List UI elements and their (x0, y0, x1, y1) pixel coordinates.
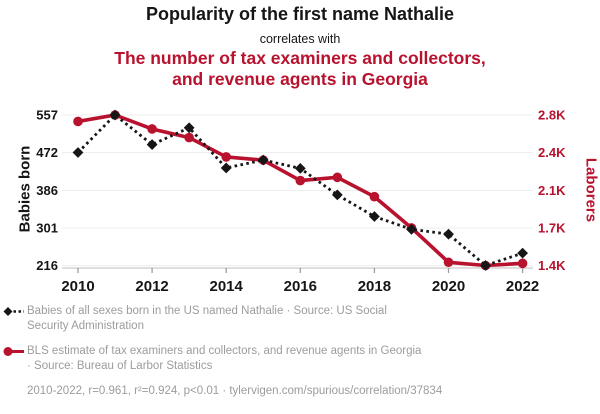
data-point-nathalie (406, 223, 417, 235)
legend-item-nathalie: Babies of all sexes born in the US named… (3, 304, 581, 333)
data-point-nathalie (109, 109, 121, 121)
right-axis-tick-label: 2.1K (538, 183, 566, 198)
left-axis-tick-label: 216 (36, 258, 58, 273)
data-point-laborers (184, 132, 194, 143)
data-point-nathalie (72, 147, 84, 158)
right-axis-title: Laborers (582, 157, 600, 223)
data-point-laborers (295, 175, 306, 186)
black-diamond-dashed-icon (3, 307, 24, 316)
legend-label: Babies of all sexes born in the US named… (27, 304, 387, 333)
left-axis-tick-label: 557 (36, 108, 58, 123)
data-point-laborers (369, 191, 380, 202)
x-axis-tick-label: 2022 (506, 278, 539, 295)
data-point-nathalie (294, 163, 306, 174)
right-axis-tick-label: 2.4K (538, 145, 566, 160)
subtitle: The number of tax examiners and collecto… (0, 48, 600, 90)
x-axis-tick-label: 2012 (135, 278, 168, 295)
legend-label-line: BLS estimate of tax examiners and collec… (27, 345, 422, 357)
left-axis-title: Babies born (16, 145, 34, 233)
x-axis-tick-label: 2014 (210, 278, 244, 295)
subtitle-line-2: and revenue agents in Georgia (172, 69, 428, 89)
x-axis-tick-label: 2016 (284, 278, 317, 295)
left-axis-tick-label: 301 (36, 220, 58, 235)
data-point-laborers (332, 172, 343, 183)
legend-item-laborers: BLS estimate of tax examiners and collec… (3, 344, 581, 373)
data-point-laborers (221, 152, 231, 162)
x-axis-tick-label: 2020 (432, 278, 465, 295)
legend-label-line: Babies of all sexes born in the US named… (27, 305, 387, 317)
data-point-nathalie (183, 122, 195, 134)
legend-label-line: Security Administration (27, 319, 144, 332)
data-point-laborers (443, 257, 454, 268)
page-title: Popularity of the first name Nathalie (145, 4, 455, 24)
data-point-nathalie (369, 211, 380, 222)
x-axis-tick-label: 2018 (358, 278, 391, 295)
data-point-nathalie (146, 139, 158, 150)
data-point-nathalie (220, 162, 232, 174)
stats-footnote: 2010-2022, r=0.961, r²=0.924, p<0.01 · t… (27, 385, 443, 397)
subtitle-line-1: The number of tax examiners and collecto… (114, 48, 486, 68)
data-point-nathalie (331, 189, 343, 201)
data-point-nathalie (443, 228, 454, 240)
right-axis-tick-label: 2.8K (538, 108, 566, 123)
right-axis-tick-label: 1.4K (538, 258, 566, 273)
x-axis-tick-label: 2010 (61, 278, 94, 295)
legend-label-line: · Source: Bureau of Larbor Statistics (27, 359, 213, 372)
left-axis-tick-label: 386 (36, 183, 58, 198)
red-circle-solid-icon (3, 347, 24, 356)
legend-label: BLS estimate of tax examiners and collec… (27, 344, 421, 373)
data-point-nathalie (517, 247, 528, 259)
legend: Babies of all sexes born in the US named… (3, 304, 581, 398)
data-point-laborers (517, 258, 528, 269)
data-point-nathalie (480, 260, 491, 271)
data-point-nathalie (257, 154, 269, 166)
left-axis-tick-label: 472 (36, 145, 58, 160)
chart-plot: 2010 2012 2014 2016 2018 2020 2022 216 301 386 472… (36, 108, 566, 296)
correlates-with-text: correlates with (259, 32, 341, 46)
data-point-laborers (147, 124, 157, 134)
right-axis-tick-label: 1.7K (538, 220, 566, 235)
data-point-laborers (73, 116, 83, 127)
